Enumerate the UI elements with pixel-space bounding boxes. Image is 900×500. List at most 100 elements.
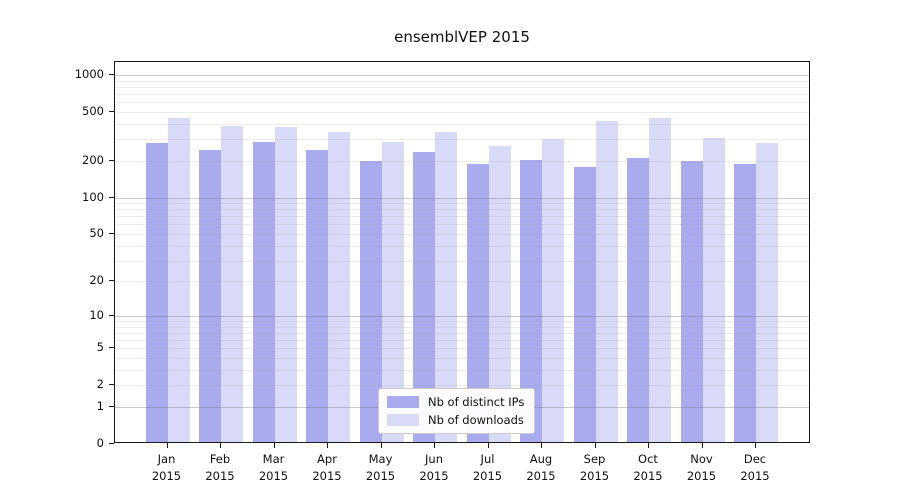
bar-downloads (381, 141, 404, 442)
gridline-minor (115, 281, 809, 283)
gridline-minor (115, 358, 809, 359)
y-tick-mark (109, 443, 114, 444)
gridline-minor (115, 203, 809, 204)
bar-downloads (167, 117, 190, 442)
gridline-minor (115, 80, 809, 82)
bar-distinct-ips (145, 143, 168, 442)
y-tick-label: 500 (82, 103, 104, 118)
x-tick-label: Apr 2015 (312, 452, 342, 483)
gridline-major (115, 315, 809, 317)
y-tick-label: 2 (96, 377, 104, 392)
y-tick-mark (109, 73, 114, 75)
y-tick-label: 20 (89, 273, 104, 288)
bar-distinct-ips (199, 149, 221, 442)
bar-distinct-ips (520, 160, 542, 442)
x-tick-label: Sep 2015 (579, 452, 610, 483)
y-tick-label: 50 (89, 226, 104, 240)
legend-swatch-downloads (387, 414, 419, 426)
gridline-minor (115, 245, 809, 247)
x-tick-mark (166, 443, 168, 448)
gridline-minor (115, 209, 809, 211)
bar-downloads (221, 125, 243, 442)
legend: Nb of distinct IPs Nb of downloads (378, 388, 536, 434)
y-tick-label: 200 (82, 152, 104, 167)
x-tick-label: Jun 2015 (419, 452, 449, 483)
gridline-major (115, 74, 809, 76)
x-tick-mark (541, 443, 542, 448)
bar-downloads (435, 132, 457, 442)
gridline-minor (115, 332, 809, 334)
bar-downloads (702, 137, 725, 442)
y-tick-mark (109, 196, 114, 198)
y-tick-label: 100 (82, 189, 104, 204)
x-tick-label: Oct 2015 (633, 452, 663, 483)
y-tick-mark (109, 110, 114, 112)
gridline-minor (115, 139, 809, 141)
bar-distinct-ips (680, 161, 703, 442)
bar-downloads (649, 118, 671, 442)
gridline-minor (115, 224, 809, 226)
x-tick-mark (701, 443, 703, 448)
x-tick-label: Nov 2015 (686, 452, 717, 483)
y-tick-mark (109, 233, 114, 234)
chart-title: ensemblVEP 2015 (394, 28, 530, 46)
gridline-minor (115, 102, 809, 104)
gridline-minor (115, 321, 809, 322)
x-tick-mark (487, 443, 489, 448)
bar-distinct-ips (252, 141, 275, 442)
bar-downloads (274, 127, 297, 442)
legend-row: Nb of distinct IPs (387, 395, 524, 409)
gridline-minor (115, 94, 809, 95)
x-tick-label: Jul 2015 (472, 452, 503, 483)
y-tick-label: 1 (96, 399, 104, 413)
y-tick-label: 0 (96, 436, 104, 450)
gridline-major (115, 197, 809, 199)
legend-label: Nb of distinct IPs (428, 395, 525, 409)
bar-distinct-ips (306, 149, 328, 442)
plot-area (114, 61, 810, 443)
y-tick-mark (109, 347, 114, 349)
bar-downloads (328, 132, 350, 442)
x-tick-mark (648, 443, 649, 448)
y-tick-label: 10 (89, 307, 104, 322)
x-tick-mark (273, 443, 275, 448)
x-tick-label: Aug 2015 (526, 452, 556, 483)
x-tick-label: Jan 2015 (151, 452, 182, 483)
bar-downloads (595, 120, 618, 442)
gridline-minor (115, 260, 809, 262)
gridline-minor (115, 385, 809, 387)
legend-label: Nb of downloads (428, 413, 524, 427)
gridline-minor (115, 216, 809, 218)
y-tick-mark (109, 384, 114, 386)
y-tick-mark (109, 280, 114, 282)
y-tick-mark (109, 159, 114, 161)
x-tick-mark (755, 443, 756, 448)
x-tick-mark (594, 443, 596, 448)
bar-distinct-ips (573, 167, 596, 442)
gridline-minor (115, 123, 809, 125)
x-tick-mark (434, 443, 435, 448)
x-tick-label: Feb 2015 (205, 452, 235, 483)
x-tick-mark (380, 443, 382, 448)
gridline-minor (115, 326, 809, 328)
x-tick-mark (327, 443, 328, 448)
legend-swatch-distinct-ips (387, 396, 419, 408)
x-tick-label: Dec 2015 (740, 452, 770, 483)
gridline-minor (115, 348, 809, 350)
gridline-minor (115, 234, 809, 235)
bar-distinct-ips (359, 160, 382, 442)
y-tick-mark (109, 406, 114, 407)
bar-distinct-ips (413, 152, 435, 442)
x-tick-mark (220, 443, 221, 448)
bar-distinct-ips (466, 164, 489, 442)
gridline-minor (115, 340, 809, 342)
bar-distinct-ips (734, 163, 756, 442)
y-tick-mark (109, 314, 114, 316)
gridline-minor (115, 160, 809, 162)
gridline-minor (115, 86, 809, 88)
y-tick-label: 1000 (74, 66, 104, 81)
gridline-minor (115, 369, 809, 371)
bar-downloads (756, 143, 778, 442)
gridline-minor (115, 111, 809, 113)
